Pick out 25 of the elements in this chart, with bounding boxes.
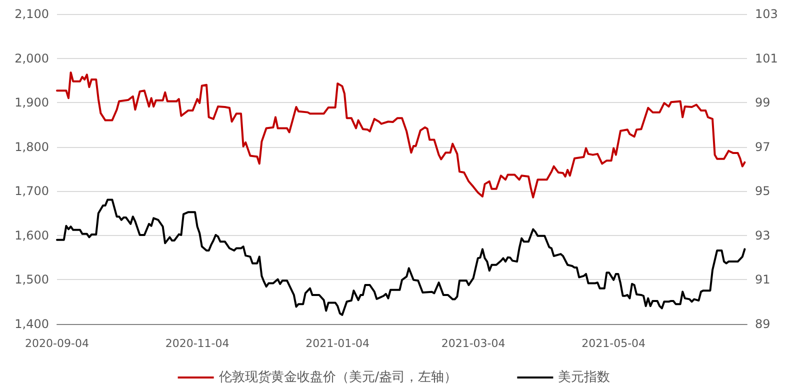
legend-label: 美元指数 bbox=[558, 369, 610, 385]
y-tick-label: 1,500 bbox=[14, 272, 49, 287]
y-tick-label: 1,600 bbox=[14, 228, 49, 242]
line-series bbox=[56, 71, 746, 198]
legend-label: 伦敦现货黄金收盘价（美元/盎司，左轴） bbox=[218, 369, 458, 385]
y-tick-label: 1,700 bbox=[14, 184, 49, 198]
y2-tick-label: 103 bbox=[755, 7, 778, 21]
y2-tick-label: 93 bbox=[755, 228, 770, 242]
x-tick-label: 2021-03-04 bbox=[441, 337, 506, 350]
line-series bbox=[56, 198, 746, 316]
y2-tick-label: 99 bbox=[755, 96, 770, 110]
y2-tick-label: 95 bbox=[755, 184, 770, 198]
y2-tick-label: 101 bbox=[755, 51, 778, 66]
y2-tick-label: 97 bbox=[755, 140, 770, 154]
y-tick-label: 2,000 bbox=[14, 51, 49, 66]
x-tick-label: 2021-05-04 bbox=[582, 337, 646, 350]
y-tick-label: 1,800 bbox=[14, 140, 49, 154]
x-tick-label: 2021-01-04 bbox=[306, 337, 370, 350]
y-tick-label: 1,400 bbox=[14, 317, 49, 331]
y2-tick-label: 89 bbox=[755, 317, 770, 331]
y-tick-label: 1,900 bbox=[14, 96, 49, 110]
y2-tick-label: 91 bbox=[755, 272, 770, 287]
x-tick-label: 2020-09-04 bbox=[25, 337, 89, 350]
y-tick-label: 2,100 bbox=[14, 7, 49, 21]
x-tick-label: 2020-11-04 bbox=[165, 337, 230, 350]
